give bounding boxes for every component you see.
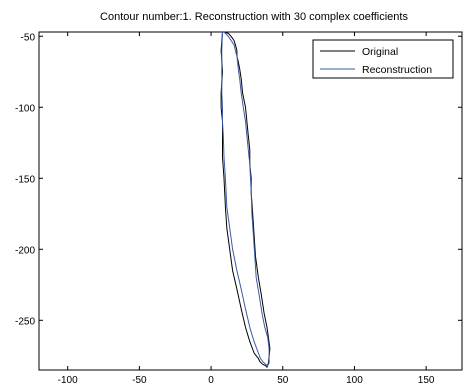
x-tick-label: 50 (277, 375, 289, 386)
series-group (220, 31, 271, 368)
series-line-original (220, 31, 271, 368)
x-tick-label: -100 (58, 375, 78, 386)
legend-label-reconstruction: Reconstruction (362, 64, 432, 76)
plot-area (38, 31, 463, 371)
legend-box (312, 39, 454, 79)
y-tick-label: -250 (15, 316, 35, 327)
x-tick-label: 100 (346, 375, 363, 386)
legend: Original Reconstruction (312, 39, 454, 79)
y-tick-label: -200 (15, 245, 35, 256)
x-tick-label: 0 (208, 375, 214, 386)
y-tick-label: -150 (15, 174, 35, 185)
x-tick-label: -50 (132, 375, 147, 386)
x-tick-label: 150 (418, 375, 435, 386)
y-tick-label: -100 (15, 103, 35, 114)
y-tick-label: -50 (21, 32, 36, 43)
legend-label-original: Original (362, 46, 398, 58)
series-line-reconstruction (221, 31, 270, 367)
axes-group: -100 -50 0 50 100 150 -50 -100 -150 -200 -250 (15, 32, 462, 386)
chart-title: Contour number:1. Reconstruction with 30… (100, 11, 408, 23)
